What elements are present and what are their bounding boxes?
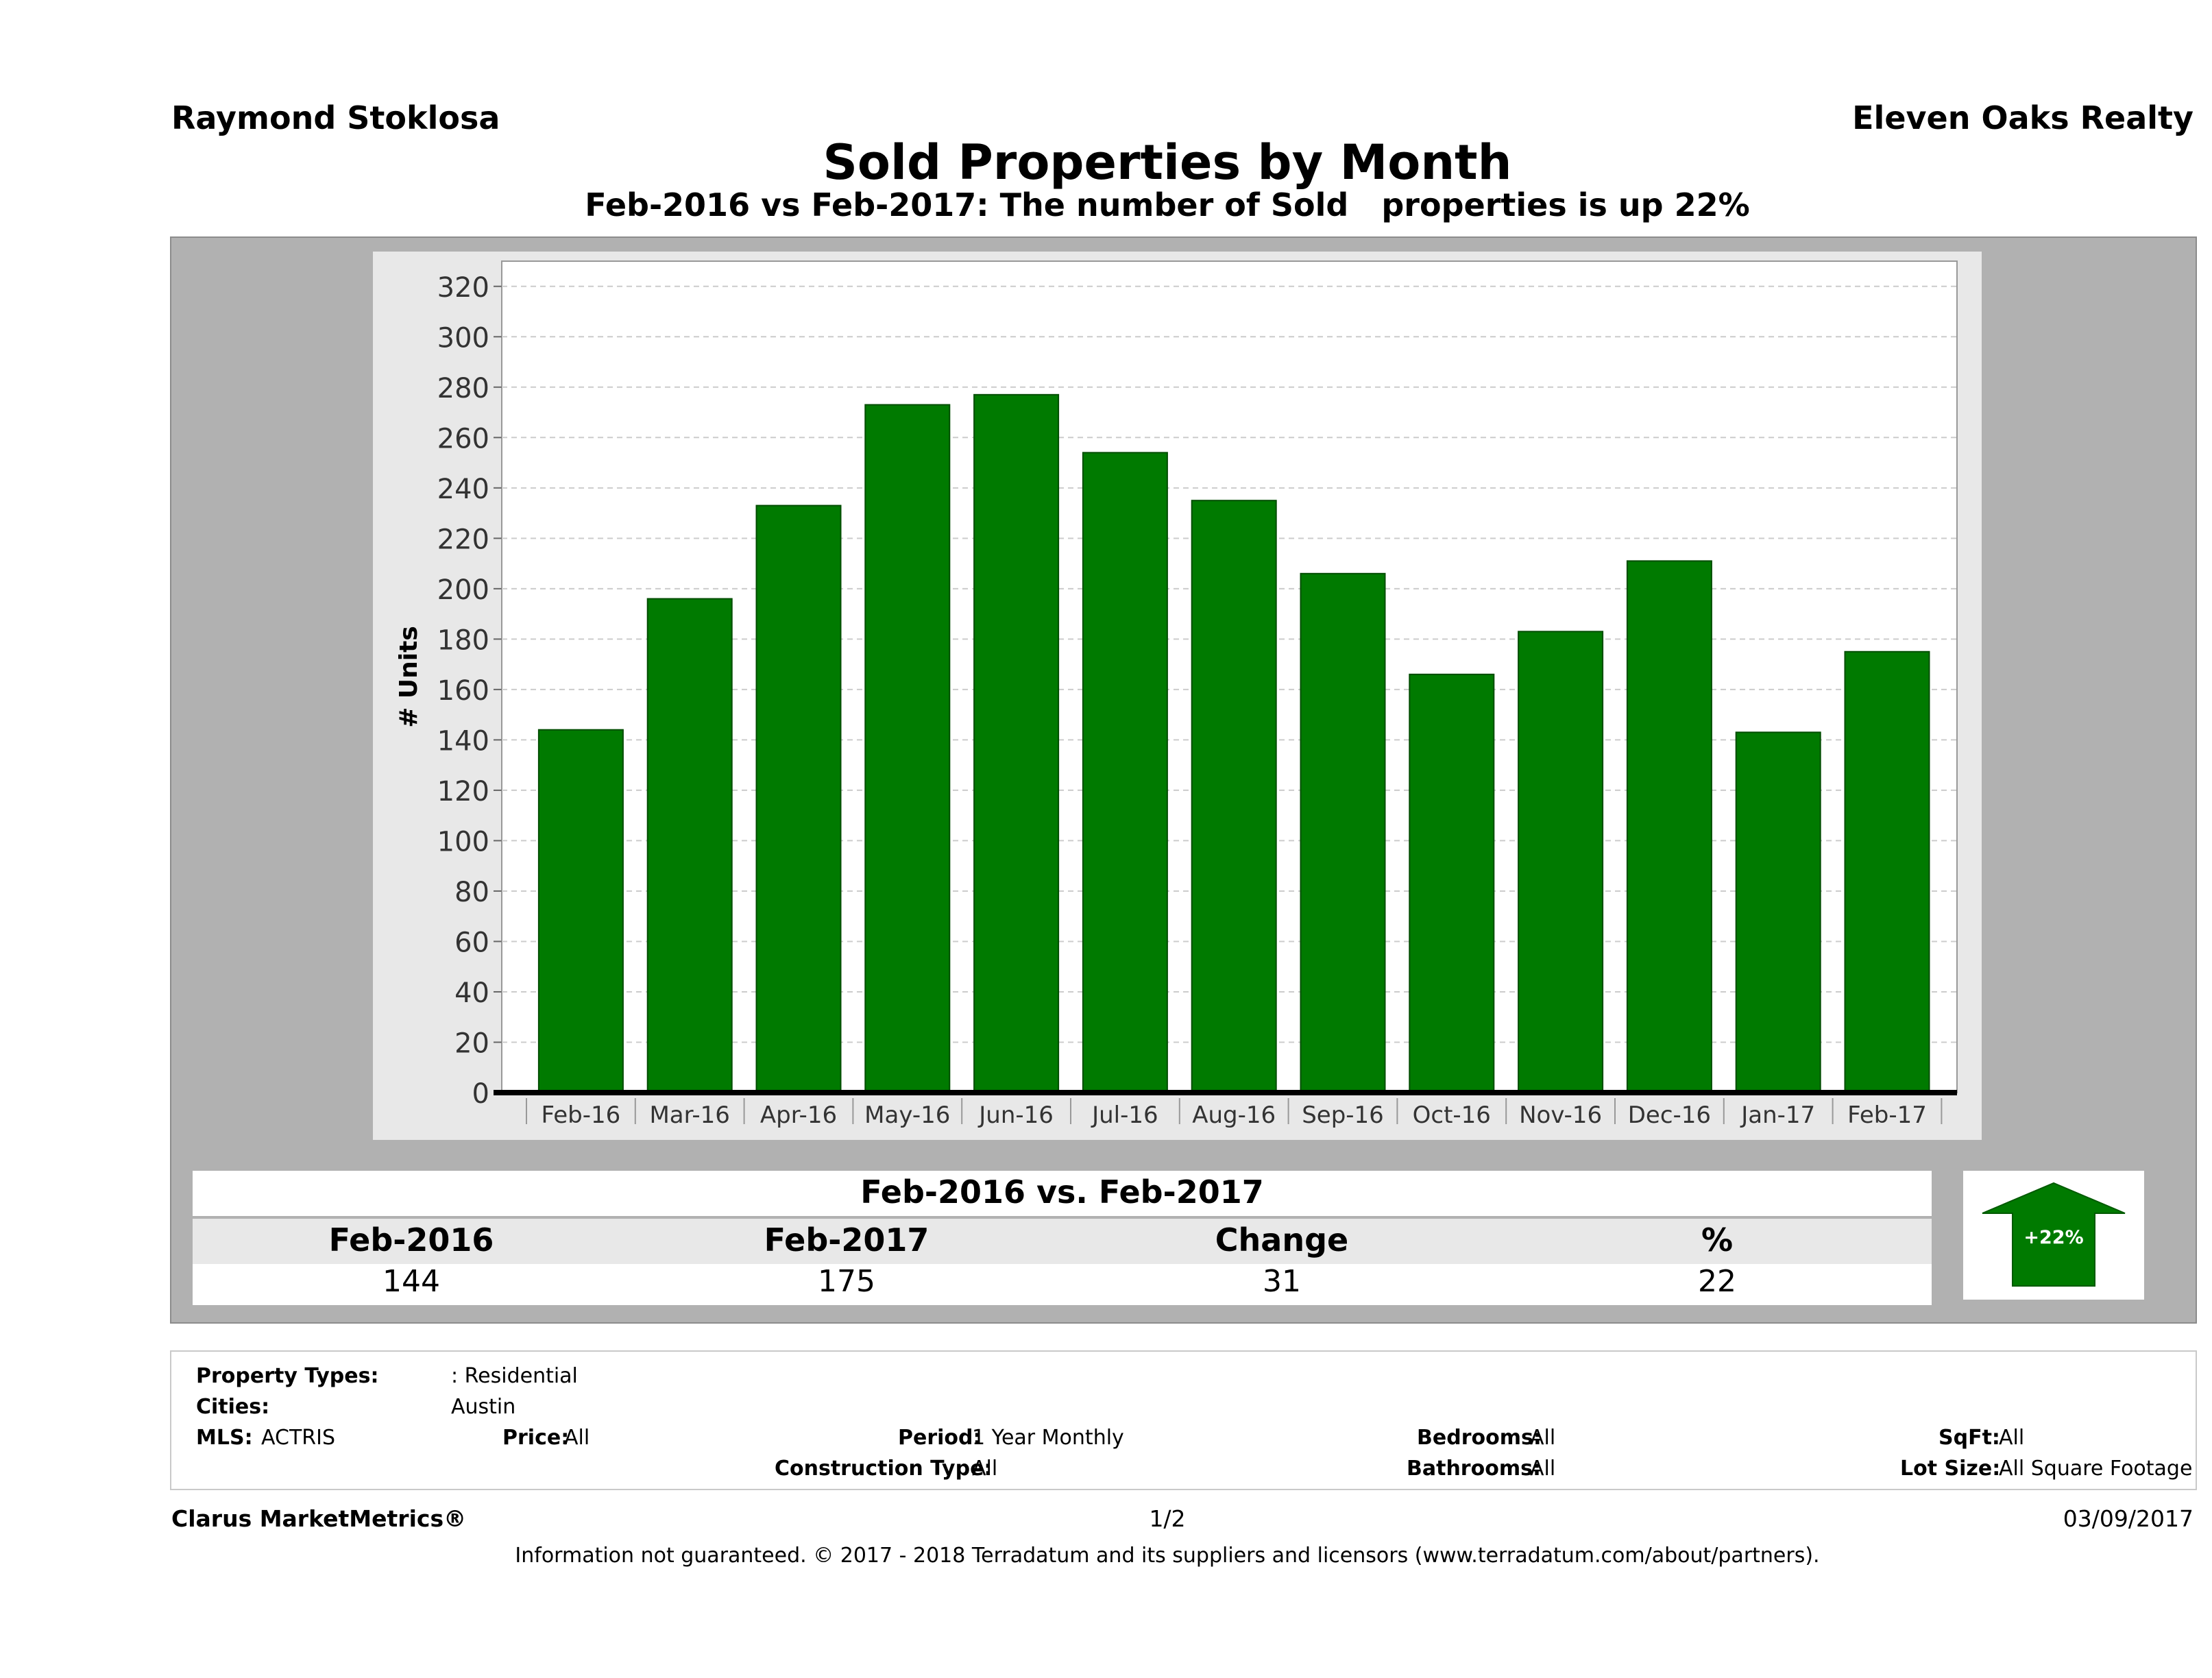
lot-size-value: All Square Footage xyxy=(1999,1457,2193,1481)
page-title: Sold Properties by Month xyxy=(823,134,1512,191)
x-tick-label: Sep-16 xyxy=(1302,1102,1384,1129)
bar-jul-16 xyxy=(1082,452,1168,1093)
summary-header-change: Change xyxy=(1215,1221,1349,1258)
cities-label: Cities: xyxy=(196,1395,270,1419)
bathrooms-value: All xyxy=(1530,1457,1556,1481)
summary-header-feb2017: Feb-2017 xyxy=(764,1221,929,1258)
summary-title-row xyxy=(193,1171,1932,1216)
y-tick-label: 120 xyxy=(437,776,489,807)
bar-chart: 0 20 40 60 80 100 120 140 160 180 200 220 240 260 280 3… xyxy=(395,260,1958,1129)
summary-header-percent: % xyxy=(1701,1221,1734,1258)
construction-label: Construction Type: xyxy=(775,1457,993,1481)
summary-header-row xyxy=(193,1219,1932,1264)
y-tick-label: 280 xyxy=(437,373,489,404)
y-tick-label: 220 xyxy=(437,524,489,555)
bar-jun-16 xyxy=(973,393,1060,1094)
price-label: Price: xyxy=(502,1426,570,1450)
y-tick-label: 0 xyxy=(472,1078,489,1110)
summary-value-feb2017: 175 xyxy=(818,1264,875,1299)
page-subtitle: Feb-2016 vs Feb-2017: The number of Sold… xyxy=(585,186,1750,223)
x-tick-label: Jan-17 xyxy=(1740,1102,1815,1129)
bar-feb-17 xyxy=(1844,650,1930,1093)
x-tick-label: Mar-16 xyxy=(649,1102,730,1129)
up-arrow-icon: +22% xyxy=(1982,1182,2126,1287)
bar-apr-16 xyxy=(755,504,842,1094)
x-tick-label: Oct-16 xyxy=(1413,1102,1491,1129)
disclaimer: Information not guaranteed. © 2017 - 201… xyxy=(515,1544,1820,1568)
page-number: 1/2 xyxy=(1149,1505,1186,1532)
property-types-label: Property Types: xyxy=(196,1364,379,1388)
bar-feb-16 xyxy=(537,729,624,1093)
bedrooms-label: Bedrooms: xyxy=(1417,1426,1542,1450)
summary-value-feb2016: 144 xyxy=(382,1264,440,1299)
x-tick-label: Nov-16 xyxy=(1519,1102,1602,1129)
y-tick-label: 300 xyxy=(437,322,489,354)
bar-aug-16 xyxy=(1191,500,1277,1093)
summary-title: Feb-2016 vs. Feb-2017 xyxy=(860,1174,1264,1211)
cities-value: Austin xyxy=(451,1395,516,1419)
property-types-value: : Residential xyxy=(451,1364,578,1388)
x-tick-label: Aug-16 xyxy=(1192,1102,1276,1129)
y-tick-label: 240 xyxy=(437,474,489,505)
x-tick-label: Apr-16 xyxy=(760,1102,837,1129)
bedrooms-value: All xyxy=(1530,1426,1556,1450)
x-tick-label: Feb-17 xyxy=(1847,1102,1927,1129)
brand-name: Clarus MarketMetrics® xyxy=(171,1505,467,1532)
price-value: All xyxy=(564,1426,590,1450)
y-axis-label: # Units xyxy=(395,626,423,728)
x-tick-label: Dec-16 xyxy=(1628,1102,1711,1129)
y-tick-label: 60 xyxy=(454,927,489,958)
bar-sep-16 xyxy=(1300,572,1386,1093)
bar-nov-16 xyxy=(1518,631,1604,1093)
bathrooms-label: Bathrooms: xyxy=(1407,1457,1541,1481)
y-tick-label: 80 xyxy=(454,877,489,908)
x-tick-label: Feb-16 xyxy=(542,1102,621,1129)
criteria-panel xyxy=(170,1350,2197,1490)
bar-jan-17 xyxy=(1735,731,1821,1093)
x-tick-label: Jun-16 xyxy=(977,1102,1054,1129)
bar-may-16 xyxy=(864,404,951,1093)
y-tick-label: 140 xyxy=(437,725,489,757)
change-badge-label: +22% xyxy=(2023,1227,2083,1248)
lot-size-label: Lot Size: xyxy=(1900,1457,2001,1481)
sqft-value: All xyxy=(1999,1426,2025,1450)
summary-value-row xyxy=(193,1264,1932,1305)
mls-value: ACTRIS xyxy=(261,1426,336,1450)
x-tick-label: May-16 xyxy=(864,1102,950,1129)
report-date: 03/09/2017 xyxy=(2063,1505,2193,1532)
y-tick-label: 40 xyxy=(454,977,489,1009)
construction-value: All xyxy=(972,1457,998,1481)
mls-label: MLS: xyxy=(196,1426,253,1450)
summary-header-feb2016: Feb-2016 xyxy=(328,1221,494,1258)
y-tick-label: 20 xyxy=(454,1028,489,1059)
x-tick-label: Jul-16 xyxy=(1091,1102,1158,1129)
bar-oct-16 xyxy=(1409,673,1495,1093)
y-tick-label: 320 xyxy=(437,272,489,304)
y-tick-label: 200 xyxy=(437,574,489,606)
summary-value-change: 31 xyxy=(1263,1264,1301,1299)
period-value: 1 Year Monthly xyxy=(972,1426,1124,1450)
agent-name: Raymond Stoklosa xyxy=(171,99,500,136)
y-tick-label: 260 xyxy=(437,423,489,454)
change-badge: +22% xyxy=(1963,1171,2144,1300)
period-label: Period: xyxy=(898,1426,982,1450)
sqft-label: SqFt: xyxy=(1938,1426,2000,1450)
bar-dec-16 xyxy=(1626,560,1712,1093)
summary-value-percent: 22 xyxy=(1698,1264,1736,1299)
y-tick-label: 160 xyxy=(437,675,489,707)
bar-mar-16 xyxy=(646,598,733,1093)
y-tick-label: 180 xyxy=(437,624,489,656)
company-name: Eleven Oaks Realty xyxy=(1852,99,2193,136)
y-tick-label: 100 xyxy=(437,826,489,858)
